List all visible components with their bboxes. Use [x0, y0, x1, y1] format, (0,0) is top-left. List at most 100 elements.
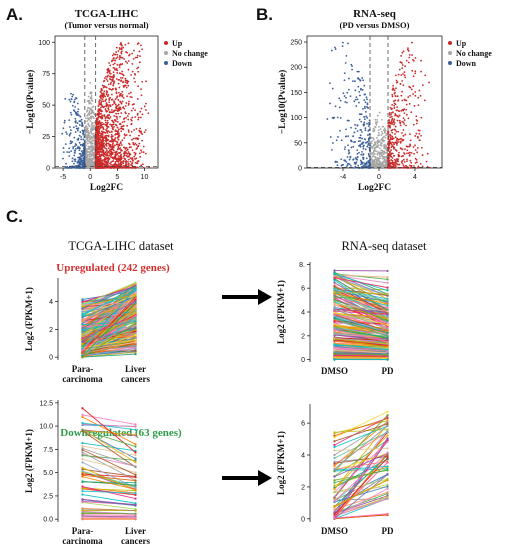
point-down	[75, 120, 77, 122]
point-down	[331, 116, 334, 119]
point-no-change	[89, 141, 92, 143]
point-up	[108, 151, 110, 154]
point-up	[391, 152, 394, 155]
point-up	[124, 150, 127, 153]
point-down	[352, 80, 354, 83]
point-up	[107, 108, 110, 111]
point-down	[362, 123, 365, 126]
point-up	[137, 85, 140, 88]
point-no-change	[375, 123, 378, 126]
point-up	[120, 48, 123, 51]
point-no-change	[373, 129, 376, 132]
point-down	[356, 158, 359, 161]
point-down	[363, 99, 366, 102]
point-no-change	[87, 150, 90, 153]
gene-point	[81, 300, 84, 304]
gene-point	[81, 305, 84, 308]
point-up	[97, 142, 99, 145]
point-up	[403, 71, 406, 74]
section-title: TCGA-LIHC dataset	[68, 239, 174, 253]
point-up	[111, 152, 114, 155]
point-down	[79, 131, 82, 134]
point-up	[408, 154, 411, 157]
point-up	[389, 133, 391, 136]
point-up	[122, 97, 125, 99]
point-up	[112, 111, 115, 113]
point-up	[120, 52, 123, 55]
gene-point	[134, 318, 137, 321]
point-down	[347, 42, 349, 45]
point-up	[97, 109, 100, 111]
point-no-change	[383, 151, 386, 154]
point-up	[129, 134, 131, 137]
point-up	[111, 145, 114, 148]
point-up	[111, 54, 114, 57]
point-no-change	[92, 139, 95, 142]
point-up	[401, 99, 404, 102]
gene-point	[134, 331, 137, 334]
point-up	[126, 62, 129, 64]
point-no-change	[385, 133, 388, 136]
point-down	[78, 120, 81, 123]
point-no-change	[377, 140, 380, 143]
point-no-change	[374, 156, 377, 159]
point-up	[390, 113, 392, 116]
category-label: Liver cancers	[121, 364, 150, 384]
point-down	[345, 135, 348, 138]
point-up	[104, 147, 106, 149]
point-up	[117, 78, 120, 81]
point-up	[99, 155, 102, 158]
point-up	[127, 162, 130, 165]
point-up	[106, 166, 109, 169]
point-no-change	[92, 132, 95, 135]
point-down	[74, 105, 77, 108]
point-up	[102, 143, 105, 146]
point-down	[356, 98, 359, 101]
legend-marker	[164, 51, 168, 55]
point-no-change	[380, 153, 383, 156]
point-up	[105, 162, 108, 165]
point-up	[131, 116, 134, 119]
point-up	[100, 95, 102, 98]
point-down	[355, 161, 358, 164]
point-no-change	[85, 153, 88, 156]
point-up	[391, 107, 393, 110]
point-up	[132, 141, 135, 144]
point-up	[104, 135, 107, 137]
point-down	[72, 147, 75, 150]
point-up	[105, 98, 107, 101]
point-down	[66, 165, 69, 168]
point-down	[343, 95, 346, 97]
point-up	[109, 155, 112, 158]
point-up	[113, 102, 116, 105]
point-down	[77, 108, 80, 111]
point-down	[354, 127, 357, 130]
point-up	[105, 160, 108, 163]
point-up	[113, 67, 116, 70]
point-up	[101, 117, 104, 119]
point-up	[119, 166, 121, 169]
point-down	[76, 138, 79, 141]
point-up	[119, 41, 122, 44]
point-up	[115, 120, 117, 123]
point-up	[96, 133, 99, 136]
point-up	[393, 89, 396, 92]
point-up	[414, 70, 417, 73]
point-up	[112, 76, 115, 79]
point-down	[353, 100, 356, 103]
point-up	[111, 80, 114, 82]
gene-point	[81, 303, 84, 306]
point-down	[356, 70, 359, 73]
point-up	[408, 53, 411, 56]
point-down	[76, 102, 79, 105]
point-up	[405, 103, 408, 106]
point-down	[347, 88, 350, 91]
point-down	[77, 156, 79, 159]
gene-point	[134, 281, 137, 284]
point-up	[393, 107, 396, 109]
point-up	[408, 56, 411, 59]
point-up	[114, 157, 117, 160]
y-tick-label: 100	[38, 40, 50, 47]
point-down	[350, 126, 352, 129]
